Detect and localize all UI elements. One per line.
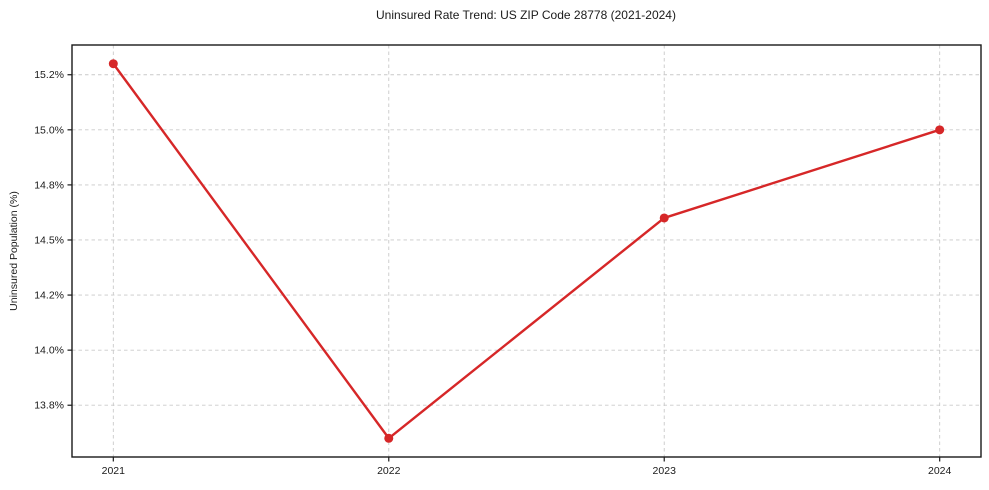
y-tick-label: 15.0% — [34, 124, 64, 136]
y-tick-label: 14.0% — [34, 345, 64, 357]
data-point-marker — [935, 125, 945, 135]
data-point-marker — [384, 433, 394, 443]
x-tick-label: 2023 — [653, 465, 677, 477]
y-tick-label: 14.2% — [34, 290, 64, 302]
y-tick-label: 14.5% — [34, 234, 64, 246]
trend-line — [112, 62, 941, 440]
chart-title: Uninsured Rate Trend: US ZIP Code 28778 … — [376, 8, 676, 22]
y-tick-label: 14.8% — [34, 179, 64, 191]
data-point-marker — [659, 213, 669, 223]
x-tick-label: 2021 — [102, 465, 126, 477]
y-tick-label: 13.8% — [34, 400, 64, 412]
data-point-marker — [108, 59, 118, 69]
x-tick-label: 2024 — [928, 465, 952, 477]
y-tick-label: 15.2% — [34, 69, 64, 81]
x-tick-label: 2022 — [377, 465, 401, 477]
plot-border — [71, 44, 982, 458]
